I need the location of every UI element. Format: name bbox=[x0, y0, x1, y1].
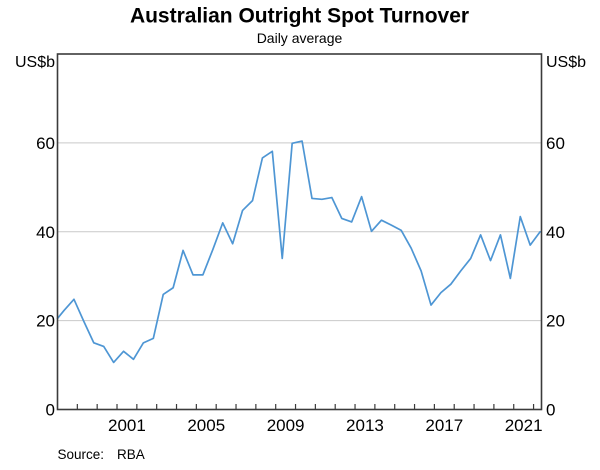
x-axis-label-2009: 2009 bbox=[267, 416, 305, 435]
y-axis-label-left-60: 60 bbox=[36, 134, 55, 153]
chart-subtitle: Daily average bbox=[257, 30, 343, 46]
x-axis-label-2017: 2017 bbox=[425, 416, 463, 435]
y-axis-label-right-40: 40 bbox=[546, 223, 565, 242]
y-gridlines bbox=[57, 142, 542, 322]
turnover-line-series bbox=[56, 140, 541, 364]
y-axis-label-left-40: 40 bbox=[36, 223, 55, 242]
x-axis-labels: 2001 2005 2009 2013 2017 2021 bbox=[108, 416, 543, 435]
y-axis-labels-left: 0 20 40 60 bbox=[36, 134, 55, 420]
x-axis-label-2013: 2013 bbox=[346, 416, 384, 435]
chart-title: Australian Outright Spot Turnover bbox=[130, 5, 469, 28]
x-axis-ticks bbox=[76, 404, 535, 410]
source-label: Source: bbox=[58, 447, 105, 462]
y-axis-label-left-20: 20 bbox=[36, 312, 55, 331]
y-axis-label-right-20: 20 bbox=[546, 312, 565, 331]
y-axis-label-right-0: 0 bbox=[546, 401, 555, 420]
y-axis-unit-right: US$b bbox=[546, 54, 586, 71]
y-axis-unit-left: US$b bbox=[15, 54, 55, 71]
x-axis-label-2021: 2021 bbox=[505, 416, 543, 435]
y-axis-label-left-0: 0 bbox=[46, 401, 55, 420]
y-axis-label-right-60: 60 bbox=[546, 134, 565, 153]
y-axis-labels-right: 0 20 40 60 bbox=[546, 134, 565, 420]
x-axis-label-2005: 2005 bbox=[187, 416, 225, 435]
x-axis-label-2001: 2001 bbox=[108, 416, 146, 435]
plot-frame bbox=[56, 53, 543, 411]
source-value: RBA bbox=[117, 447, 145, 462]
